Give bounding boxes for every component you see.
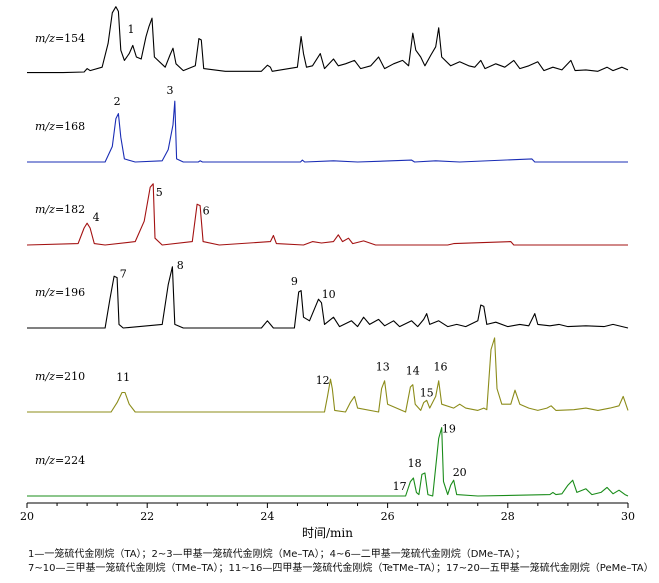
caption-line-2: 7~10—三甲基一笼硫代金刚烷（TMe–TA）；11~16—四甲基一笼硫代金刚烷… — [28, 563, 654, 574]
x-tick-label: 20 — [20, 510, 34, 523]
peak-label: 17 — [393, 480, 407, 493]
peak-label: 16 — [434, 361, 448, 374]
peak-label: 15 — [420, 386, 434, 399]
trace-label: m/z=154 — [35, 32, 85, 45]
trace-label: m/z=182 — [35, 203, 85, 216]
peak-label: 20 — [453, 466, 467, 479]
x-axis-title: 时间/min — [302, 526, 353, 540]
peak-label: 7 — [120, 268, 127, 281]
x-tick-label: 28 — [501, 510, 515, 523]
peak-label: 13 — [376, 361, 390, 374]
peak-label: 6 — [203, 204, 210, 217]
peak-label: 11 — [116, 371, 130, 384]
trace-label: m/z=210 — [35, 370, 85, 383]
peak-label: 10 — [322, 288, 336, 301]
x-axis: 20 22 24 26 28 30 — [20, 502, 635, 523]
peak-label: 8 — [177, 259, 184, 272]
peak-label: 2 — [114, 95, 121, 108]
peak-label: 12 — [316, 374, 330, 387]
caption-line-1: 1—一笼硫代金刚烷（TA）；2~3—甲基一笼硫代金刚烷（Me–TA）；4~6—二… — [28, 549, 526, 560]
trace-line — [26, 183, 628, 246]
trace-line — [27, 6, 629, 74]
peak-label: 18 — [408, 457, 422, 470]
x-tick-label: 30 — [621, 510, 635, 523]
peak-label: 9 — [291, 275, 298, 288]
trace-label: m/z=224 — [35, 454, 85, 467]
trace-label: m/z=168 — [35, 120, 85, 133]
x-tick-label: 24 — [260, 510, 274, 523]
x-tick-label: 22 — [140, 510, 154, 523]
trace-group — [26, 6, 629, 497]
trace-line — [27, 266, 629, 329]
peak-label: 4 — [93, 211, 100, 224]
x-tick-label: 26 — [381, 510, 395, 523]
peak-label: 1 — [128, 23, 135, 36]
trace-line — [27, 100, 628, 163]
trace-label: m/z=196 — [35, 286, 85, 299]
peak-label: 14 — [406, 365, 420, 378]
peak-label: 3 — [167, 84, 174, 97]
trace-label-group: m/z=154 m/z=168 m/z=182 m/z=196 m/z=210 m/z=2… — [35, 32, 85, 467]
peak-label: 19 — [442, 423, 456, 436]
trace-line — [27, 337, 629, 413]
trace-line — [27, 427, 629, 497]
peak-label: 5 — [156, 186, 163, 199]
